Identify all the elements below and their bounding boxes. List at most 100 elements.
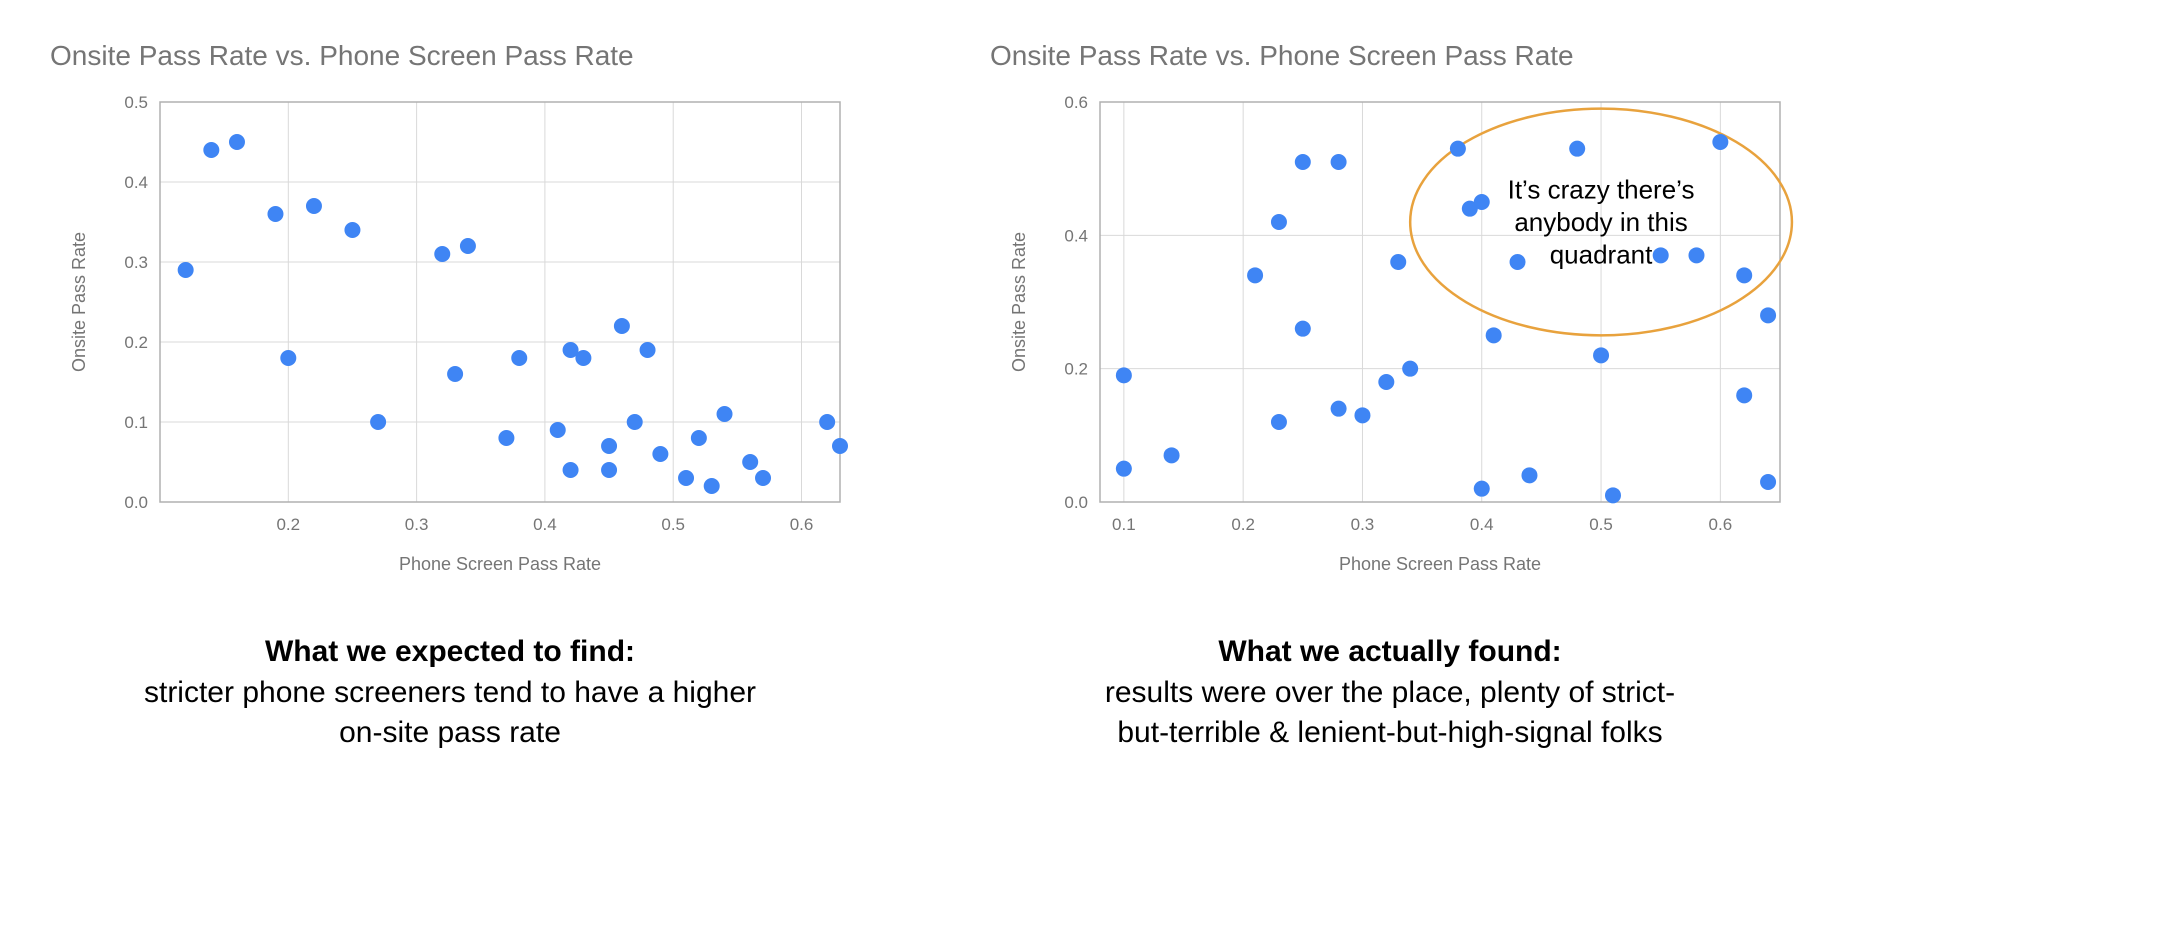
left-caption: What we expected to find: stricter phone… (140, 632, 760, 754)
scatter-point (575, 350, 591, 366)
svg-text:Onsite Pass Rate: Onsite Pass Rate (1009, 232, 1029, 372)
scatter-point (755, 470, 771, 486)
svg-text:0.5: 0.5 (1589, 515, 1613, 534)
scatter-point (511, 350, 527, 366)
scatter-point (1354, 407, 1370, 423)
right-caption-lead: What we actually found: (1218, 635, 1561, 668)
scatter-point (370, 414, 386, 430)
scatter-point (601, 438, 617, 454)
scatter-point (819, 414, 835, 430)
scatter-point (1378, 374, 1394, 390)
right-caption-body: results were over the place, plenty of s… (1105, 676, 1675, 750)
svg-text:0.6: 0.6 (1064, 93, 1088, 112)
scatter-point (1331, 401, 1347, 417)
scatter-point (627, 414, 643, 430)
scatter-point (1271, 414, 1287, 430)
scatter-point (203, 142, 219, 158)
svg-text:0.0: 0.0 (124, 493, 148, 512)
scatter-point (1164, 447, 1180, 463)
scatter-point (1295, 154, 1311, 170)
scatter-point (563, 462, 579, 478)
svg-text:It’s crazy there’s: It’s crazy there’s (1508, 175, 1695, 205)
left-caption-body: stricter phone screeners tend to have a … (144, 676, 756, 750)
scatter-point (704, 478, 720, 494)
left-chart-title: Onsite Pass Rate vs. Phone Screen Pass R… (50, 40, 634, 72)
svg-text:0.2: 0.2 (276, 515, 300, 534)
scatter-point (1605, 487, 1621, 503)
scatter-point (1736, 387, 1752, 403)
scatter-point (678, 470, 694, 486)
svg-text:0.0: 0.0 (1064, 493, 1088, 512)
svg-text:0.3: 0.3 (1351, 515, 1375, 534)
scatter-point (267, 206, 283, 222)
right-chart-title: Onsite Pass Rate vs. Phone Screen Pass R… (990, 40, 1574, 72)
scatter-point (1486, 327, 1502, 343)
scatter-point (1331, 154, 1347, 170)
scatter-point (652, 446, 668, 462)
scatter-point (1271, 214, 1287, 230)
scatter-point (1450, 141, 1466, 157)
scatter-point (229, 134, 245, 150)
right-caption: What we actually found: results were ove… (1080, 632, 1700, 754)
right-panel: Onsite Pass Rate vs. Phone Screen Pass R… (980, 20, 1800, 754)
svg-text:0.5: 0.5 (661, 515, 685, 534)
svg-text:0.3: 0.3 (405, 515, 429, 534)
scatter-point (1247, 267, 1263, 283)
scatter-point (1653, 247, 1669, 263)
scatter-point (460, 238, 476, 254)
scatter-point (1760, 474, 1776, 490)
scatter-point (742, 454, 758, 470)
svg-text:0.4: 0.4 (533, 515, 557, 534)
svg-text:0.4: 0.4 (1064, 226, 1088, 245)
scatter-point (1474, 481, 1490, 497)
svg-text:0.2: 0.2 (124, 333, 148, 352)
scatter-point (550, 422, 566, 438)
svg-text:0.1: 0.1 (124, 413, 148, 432)
scatter-point (1295, 321, 1311, 337)
scatter-point (1116, 367, 1132, 383)
svg-text:anybody in this: anybody in this (1514, 207, 1687, 237)
svg-text:0.5: 0.5 (124, 93, 148, 112)
charts-row: Onsite Pass Rate vs. Phone Screen Pass R… (40, 20, 2132, 754)
scatter-point (691, 430, 707, 446)
scatter-point (178, 262, 194, 278)
svg-text:0.4: 0.4 (124, 173, 148, 192)
svg-text:Phone Screen Pass Rate: Phone Screen Pass Rate (1339, 554, 1541, 574)
scatter-point (640, 342, 656, 358)
scatter-point (1116, 461, 1132, 477)
svg-text:0.2: 0.2 (1064, 360, 1088, 379)
scatter-point (717, 406, 733, 422)
scatter-point (1736, 267, 1752, 283)
svg-text:0.4: 0.4 (1470, 515, 1494, 534)
left-chart-wrap: 0.20.30.40.50.60.00.10.20.30.40.5Phone S… (40, 82, 860, 592)
scatter-point (614, 318, 630, 334)
left-caption-lead: What we expected to find: (265, 635, 635, 668)
right-chart-wrap: 0.10.20.30.40.50.60.00.20.40.6Phone Scre… (980, 82, 1800, 592)
scatter-point (832, 438, 848, 454)
scatter-point (1390, 254, 1406, 270)
scatter-point (280, 350, 296, 366)
scatter-point (1402, 361, 1418, 377)
scatter-point (1474, 194, 1490, 210)
scatter-point (1593, 347, 1609, 363)
scatter-point (1521, 467, 1537, 483)
scatter-point (1569, 141, 1585, 157)
svg-text:0.6: 0.6 (790, 515, 814, 534)
svg-text:Phone Screen Pass Rate: Phone Screen Pass Rate (399, 554, 601, 574)
scatter-point (1760, 307, 1776, 323)
right-scatter-chart: 0.10.20.30.40.50.60.00.20.40.6Phone Scre… (980, 82, 1800, 592)
svg-text:0.6: 0.6 (1709, 515, 1733, 534)
scatter-point (498, 430, 514, 446)
scatter-point (601, 462, 617, 478)
svg-text:0.1: 0.1 (1112, 515, 1136, 534)
left-panel: Onsite Pass Rate vs. Phone Screen Pass R… (40, 20, 860, 754)
scatter-point (447, 366, 463, 382)
scatter-point (306, 198, 322, 214)
scatter-point (344, 222, 360, 238)
svg-text:Onsite Pass Rate: Onsite Pass Rate (69, 232, 89, 372)
left-scatter-chart: 0.20.30.40.50.60.00.10.20.30.40.5Phone S… (40, 82, 860, 592)
scatter-point (1688, 247, 1704, 263)
scatter-point (434, 246, 450, 262)
svg-text:quadrant: quadrant (1550, 240, 1653, 270)
scatter-point (1712, 134, 1728, 150)
